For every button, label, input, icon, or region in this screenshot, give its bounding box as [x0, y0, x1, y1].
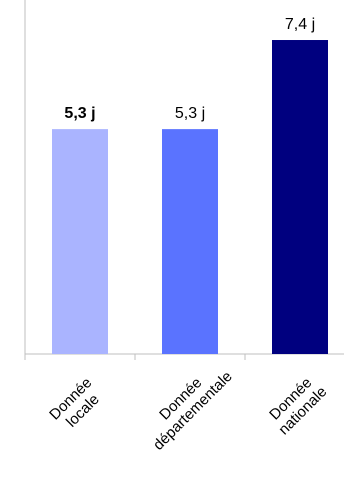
x-tick-label: Donnéedépartementale [138, 356, 236, 454]
data-label: 5,3 j [175, 105, 205, 122]
bar [272, 40, 328, 354]
bar [52, 129, 108, 354]
data-label: 5,3 j [64, 105, 95, 122]
x-tick-label: Donnéelocale [46, 374, 107, 435]
bar [162, 129, 218, 354]
data-label: 7,4 j [285, 16, 315, 33]
plot-marks: 5,3 j Donnéelocale 5,3 j Donnéedépartementa… [24, 16, 330, 454]
x-tick-label: Donnéenationale [263, 371, 330, 438]
